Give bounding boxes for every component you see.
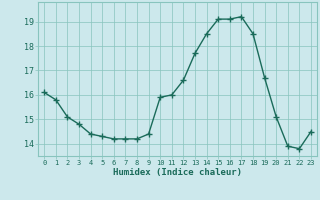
X-axis label: Humidex (Indice chaleur): Humidex (Indice chaleur)	[113, 168, 242, 177]
